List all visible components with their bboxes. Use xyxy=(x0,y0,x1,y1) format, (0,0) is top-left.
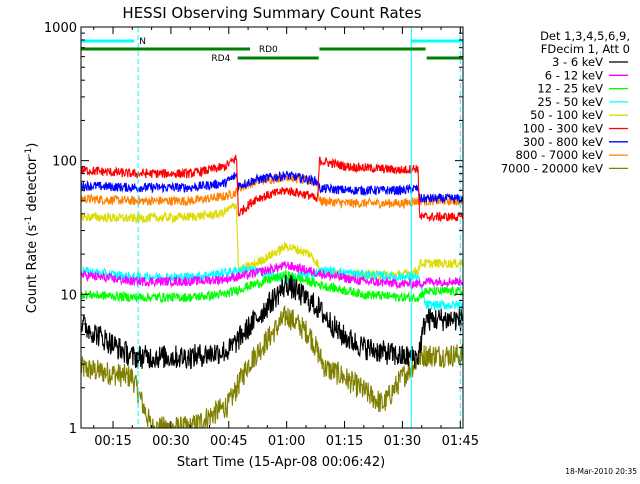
legend-header-line-2: FDecim 1, Att 0 xyxy=(541,42,630,56)
legend-entry-label: 12 - 25 keV xyxy=(537,82,603,96)
n-state-label: N xyxy=(139,37,146,47)
legend-entry-label: 25 - 50 keV xyxy=(537,95,603,109)
rd4-state-label: RD4 xyxy=(211,54,230,64)
series-line xyxy=(80,170,464,204)
chart-title: HESSI Observing Summary Count Rates xyxy=(122,4,421,22)
axis-ticks: 00:15 00:30 00:45 01:00 01:15 01:30 01:45 1 10 10… xyxy=(44,21,479,449)
legend-entry-label: 6 - 12 keV xyxy=(545,68,603,82)
y-axis-label: Count Rate (s-1 detector-1) xyxy=(24,143,40,314)
series-line xyxy=(80,268,464,304)
x-tick-label: 00:45 xyxy=(210,434,247,449)
y-tick-label: 100 xyxy=(52,155,77,170)
series-line xyxy=(80,154,464,223)
x-tick-label: 00:30 xyxy=(152,434,189,449)
legend-entry-label: 50 - 100 keV xyxy=(530,108,603,122)
series-line xyxy=(80,202,464,282)
y-tick-label: 1 xyxy=(69,422,77,437)
legend-entry-label: 100 - 300 keV xyxy=(523,122,603,136)
series-line xyxy=(80,274,464,370)
series-line xyxy=(80,261,464,291)
legend: Det 1,3,4,5,6,9, FDecim 1, Att 0 3 - 6 k… xyxy=(501,29,630,175)
x-tick-label: 01:00 xyxy=(268,434,305,449)
x-tick-label: 00:15 xyxy=(94,434,131,449)
series-layer xyxy=(80,154,464,430)
state-bars: N RD0 RD4 xyxy=(81,37,463,64)
series-line xyxy=(80,304,464,430)
x-tick-label: 01:45 xyxy=(442,434,479,449)
legend-entry-label: 300 - 800 keV xyxy=(523,135,603,149)
x-axis-label: Start Time (15-Apr-08 00:06:42) xyxy=(177,455,385,470)
rd0-state-label: RD0 xyxy=(259,45,278,55)
legend-entry-label: 800 - 7000 keV xyxy=(515,148,603,162)
x-tick-label: 01:15 xyxy=(326,434,363,449)
legend-entry-label: 7000 - 20000 keV xyxy=(501,161,603,175)
legend-header-line-1: Det 1,3,4,5,6,9, xyxy=(540,29,630,43)
x-tick-label: 01:30 xyxy=(384,434,421,449)
y-tick-label: 1000 xyxy=(44,21,77,36)
footer-timestamp: 18-Mar-2010 20:35 xyxy=(565,467,637,476)
y-tick-label: 10 xyxy=(60,288,77,303)
plot-frame xyxy=(80,26,464,429)
legend-entry-label: 3 - 6 keV xyxy=(552,55,603,69)
